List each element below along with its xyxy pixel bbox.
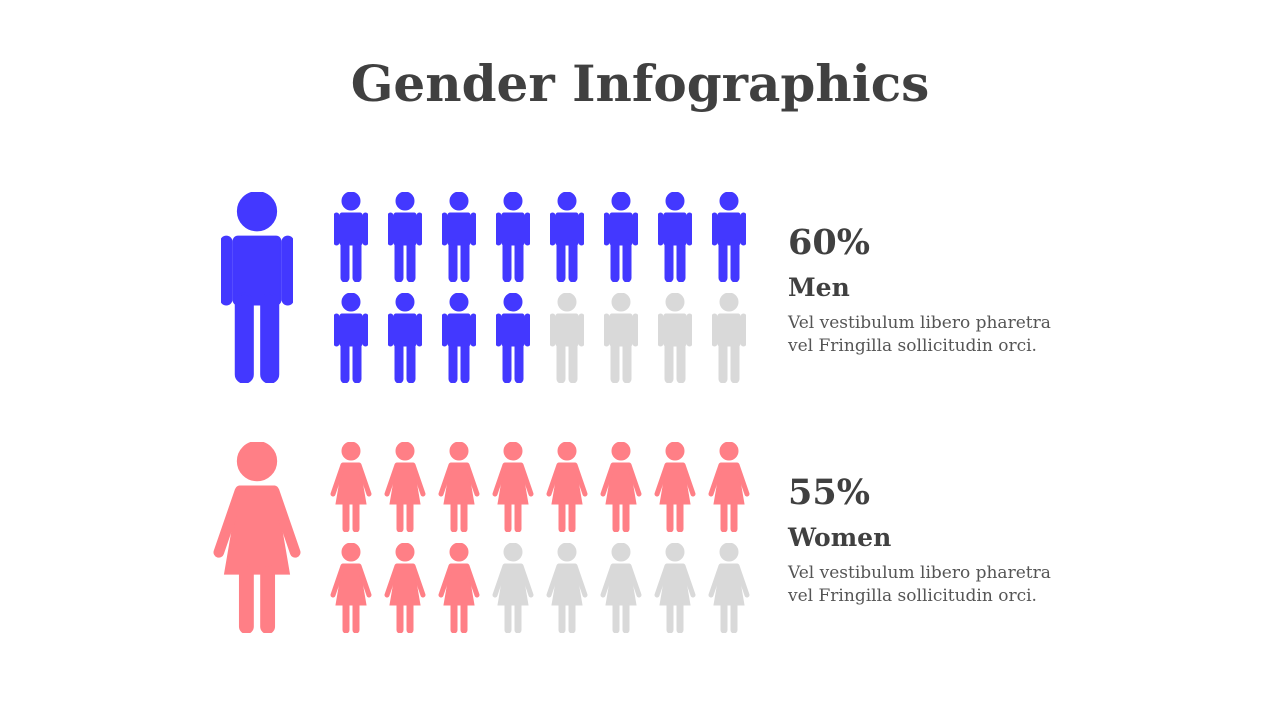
empty-icon (550, 293, 584, 383)
filled-icon (549, 442, 585, 532)
empty-icon (658, 293, 692, 383)
filled-icon (604, 192, 638, 282)
empty-icon (711, 543, 747, 633)
filled-icon (711, 442, 747, 532)
filled-icon (333, 442, 369, 532)
filled-icon (603, 442, 639, 532)
filled-icon (657, 442, 693, 532)
filled-icon (496, 192, 530, 282)
filled-icon (442, 293, 476, 383)
filled-icon (388, 293, 422, 383)
percent: 60% (788, 222, 870, 263)
filled-icon (441, 543, 477, 633)
filled-icon (441, 442, 477, 532)
big-icon (219, 442, 295, 633)
filled-icon (333, 543, 369, 633)
big-icon (221, 192, 293, 383)
description: Vel vestibulum libero pharetra (787, 313, 1051, 333)
percent: 55% (788, 472, 870, 513)
filled-icon (495, 442, 531, 532)
filled-icon (388, 192, 422, 282)
description: vel Fringilla sollicitudin orci. (787, 336, 1037, 356)
description: Vel vestibulum libero pharetra (787, 563, 1051, 583)
title: Gender Infographics (351, 54, 930, 113)
filled-icon (387, 543, 423, 633)
empty-icon (712, 293, 746, 383)
empty-icon (549, 543, 585, 633)
filled-icon (442, 192, 476, 282)
filled-icon (712, 192, 746, 282)
filled-icon (496, 293, 530, 383)
empty-icon (603, 543, 639, 633)
filled-icon (658, 192, 692, 282)
filled-icon (387, 442, 423, 532)
filled-icon (550, 192, 584, 282)
filled-icon (334, 293, 368, 383)
group-label: Women (787, 523, 891, 552)
description: vel Fringilla sollicitudin orci. (787, 586, 1037, 606)
empty-icon (604, 293, 638, 383)
group-label: Men (788, 273, 850, 302)
filled-icon (334, 192, 368, 282)
empty-icon (495, 543, 531, 633)
empty-icon (657, 543, 693, 633)
